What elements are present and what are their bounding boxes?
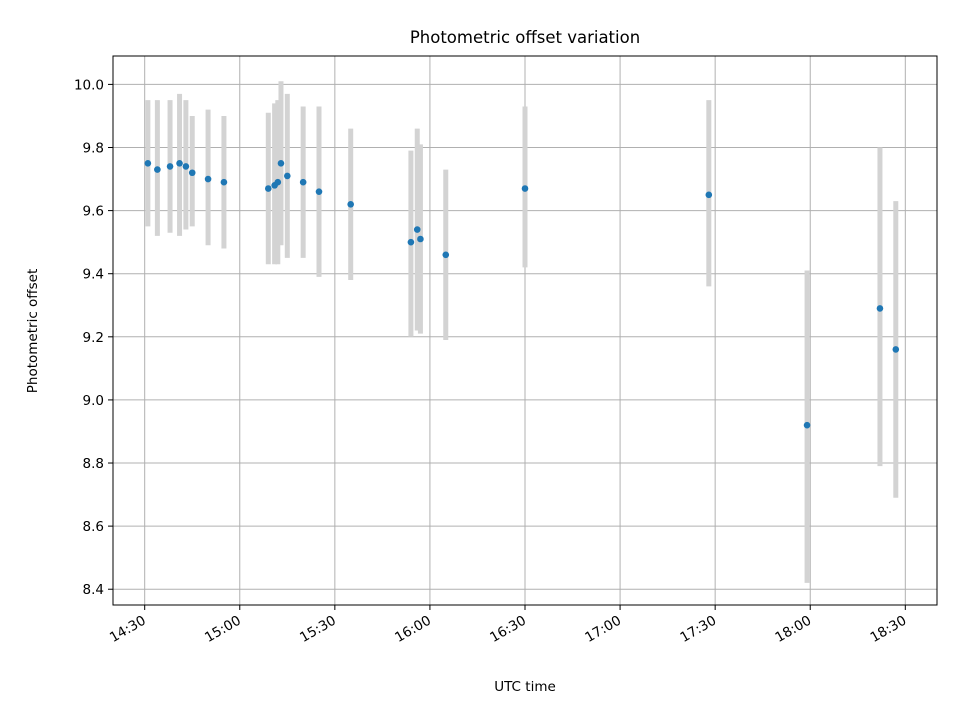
y-tick-label: 8.6 bbox=[83, 519, 104, 535]
data-point bbox=[277, 159, 285, 167]
data-point bbox=[803, 421, 811, 429]
y-tick-label: 8.4 bbox=[83, 582, 104, 598]
data-point bbox=[220, 178, 228, 186]
y-tick-label: 9.0 bbox=[83, 393, 104, 409]
y-tick-label: 10.0 bbox=[74, 77, 104, 93]
data-point bbox=[315, 188, 323, 195]
y-axis-label: Photometric offset bbox=[25, 269, 41, 393]
data-point bbox=[705, 191, 713, 199]
data-point bbox=[413, 226, 421, 233]
data-point bbox=[274, 178, 282, 186]
data-point bbox=[144, 159, 152, 167]
data-point bbox=[347, 200, 354, 208]
data-point bbox=[154, 166, 161, 173]
data-point bbox=[876, 305, 884, 312]
data-point bbox=[166, 163, 174, 170]
y-tick-label: 9.6 bbox=[83, 204, 104, 220]
data-point bbox=[521, 185, 529, 192]
data-point bbox=[417, 235, 424, 243]
data-point bbox=[204, 175, 212, 183]
data-point bbox=[299, 178, 307, 186]
y-tick-label: 9.4 bbox=[83, 267, 104, 283]
data-point bbox=[176, 159, 183, 167]
y-tick-label: 9.2 bbox=[83, 330, 104, 346]
y-axis-ticks: 8.4 8.6 8.8 9.0 9.2 9.4 9.6 9.8 10.0 bbox=[74, 77, 113, 598]
data-point bbox=[892, 346, 900, 353]
data-point bbox=[284, 172, 291, 180]
data-point bbox=[188, 169, 196, 177]
y-tick-label: 9.8 bbox=[83, 141, 104, 157]
data-point bbox=[442, 251, 450, 259]
data-point bbox=[264, 185, 272, 192]
data-point bbox=[182, 163, 190, 170]
data-points bbox=[144, 159, 900, 429]
data-point bbox=[407, 238, 415, 246]
chart-title: Photometric offset variation bbox=[410, 28, 640, 47]
y-tick-label: 8.8 bbox=[83, 456, 104, 472]
x-axis-label: UTC time bbox=[494, 679, 556, 695]
